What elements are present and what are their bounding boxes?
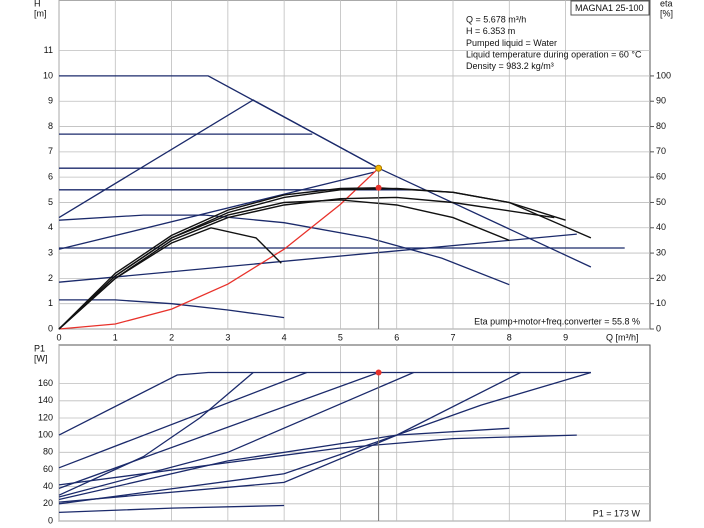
y2-tick-label: 20: [656, 273, 666, 283]
x-tick-label: 7: [450, 332, 455, 342]
y-tick-label: 100: [38, 430, 53, 440]
y2-tick-label: 90: [656, 96, 666, 106]
x-axis-label: Q [m³/h]: [606, 332, 639, 342]
y-axis-label: P1: [34, 343, 45, 353]
duty-point: [375, 184, 382, 191]
y2-tick-label: 30: [656, 247, 666, 257]
curve: [58, 187, 566, 330]
duty-point: [375, 369, 382, 376]
y-tick-label: 40: [43, 481, 53, 491]
curve: [58, 171, 375, 250]
y2-tick-label: 70: [656, 146, 666, 156]
y-tick-label: 80: [43, 447, 53, 457]
y2-tick-label: 80: [656, 121, 666, 131]
duty-point: [375, 164, 383, 172]
y-tick-label: 140: [38, 395, 53, 405]
y-tick-label: 7: [48, 146, 53, 156]
x-tick-label: 5: [338, 332, 343, 342]
y-tick-label: 4: [48, 222, 53, 232]
y2-tick-label: 100: [656, 70, 671, 80]
curve: [59, 75, 592, 268]
curve: [58, 214, 510, 286]
x-tick-label: 3: [225, 332, 230, 342]
x-tick-label: 0: [56, 332, 61, 342]
pump-model: MAGNA1 25-100: [575, 3, 644, 13]
info-text: Liquid temperature during operation = 60…: [466, 49, 642, 59]
x-tick-label: 9: [563, 332, 568, 342]
curve: [58, 371, 521, 505]
info-text: Q = 5.678 m³/h: [466, 14, 526, 24]
curve: [58, 99, 379, 219]
curve: [58, 434, 577, 486]
info-text: Density = 983.2 kg/m³: [466, 61, 554, 71]
y2-axis-unit: [%]: [660, 8, 673, 18]
curve: [58, 371, 307, 469]
y-axis-unit: [m]: [34, 8, 47, 18]
curve: [58, 371, 591, 436]
x-tick-label: 8: [507, 332, 512, 342]
curve: [58, 167, 380, 330]
y-tick-label: 160: [38, 378, 53, 388]
curve: [58, 427, 510, 501]
y-tick-label: 120: [38, 412, 53, 422]
curve: [58, 196, 555, 330]
x-tick-label: 1: [113, 332, 118, 342]
y-tick-label: 2: [48, 273, 53, 283]
y-axis-unit: [W]: [34, 353, 48, 363]
curve: [58, 504, 285, 514]
curve: [58, 187, 592, 330]
curve: [59, 299, 285, 319]
info-text: Pumped liquid = Water: [466, 38, 557, 48]
model-box: [570, 0, 650, 16]
y-tick-label: 0: [48, 515, 53, 525]
y2-tick-label: 10: [656, 298, 666, 308]
y-tick-label: 6: [48, 172, 53, 182]
y-tick-label: 5: [48, 197, 53, 207]
y-axis-label: H: [34, 0, 41, 8]
curve: [58, 371, 414, 498]
y-tick-label: 3: [48, 247, 53, 257]
y-tick-label: 8: [48, 121, 53, 131]
curve: [58, 233, 577, 283]
y-tick-label: 0: [48, 323, 53, 333]
y2-axis-label: eta: [660, 0, 673, 8]
footnote: P1 = 173 W: [593, 508, 641, 518]
curve: [58, 371, 379, 490]
curve: [58, 372, 254, 496]
x-tick-label: 4: [282, 332, 287, 342]
y-tick-label: 11: [44, 45, 53, 55]
x-tick-label: 2: [169, 332, 174, 342]
y-tick-label: 20: [43, 498, 53, 508]
y-tick-label: 10: [43, 70, 53, 80]
y-tick-label: 1: [48, 298, 53, 308]
y2-tick-label: 50: [656, 197, 666, 207]
footnote: Eta pump+motor+freq.converter = 55.8 %: [474, 316, 640, 326]
y-tick-label: 9: [48, 96, 53, 106]
y2-tick-label: 40: [656, 222, 666, 232]
y2-tick-label: 0: [656, 323, 661, 333]
x-tick-label: 6: [394, 332, 399, 342]
y2-tick-label: 60: [656, 172, 666, 182]
info-text: H = 6.353 m: [466, 26, 515, 36]
y-tick-label: 60: [43, 464, 53, 474]
